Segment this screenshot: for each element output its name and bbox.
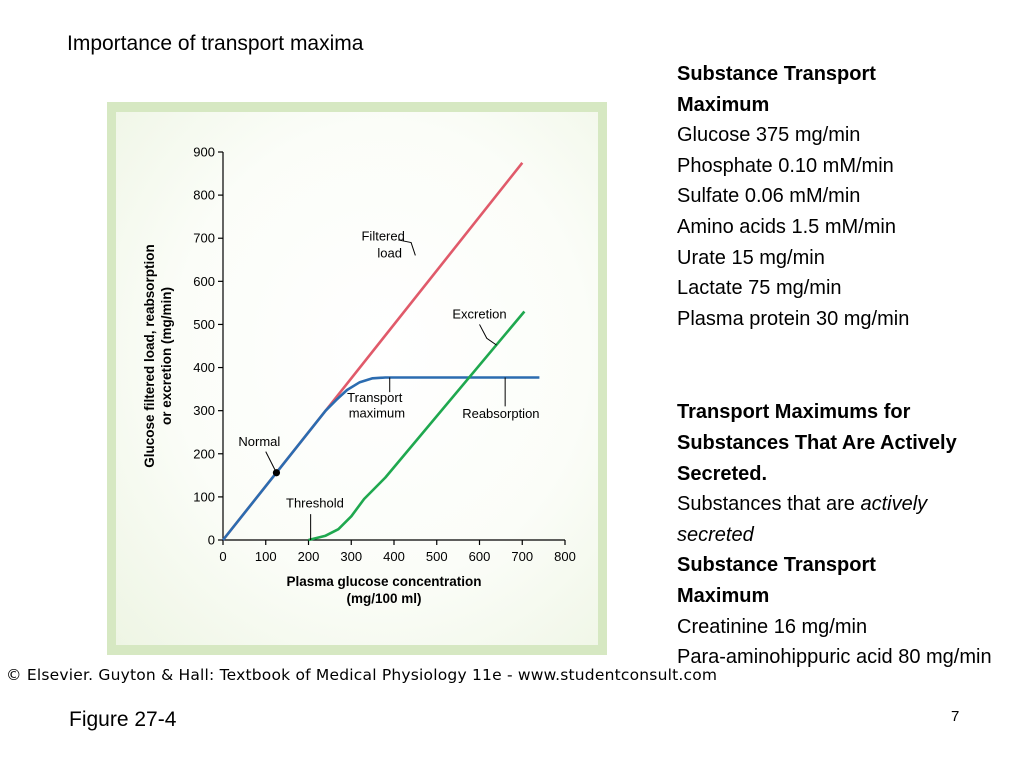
y-tick-label-700: 700 (193, 231, 215, 246)
x-axis-title-line-2: (mg/100 ml) (346, 591, 421, 606)
secreted-substances-list: Creatinine 16 mg/min Para-aminohippuric a… (677, 612, 997, 673)
normal-point-marker (272, 469, 281, 477)
x-tick-label-100: 100 (255, 549, 277, 564)
y-tick-label-400: 400 (193, 360, 215, 375)
figure-label: Figure 27-4 (69, 708, 177, 731)
y-tick-label-300: 300 (193, 403, 215, 418)
y-axis-title: Glucose filtered load, reabsorption or ex… (142, 244, 174, 468)
slide-title: Importance of transport maxima (67, 32, 364, 55)
y-axis-title-line-1: Glucose filtered load, reabsorption (142, 244, 157, 468)
label-excretion: Excretion (452, 306, 506, 321)
chart-frame: 0 100 200 300 400 500 600 700 800 900 0 100 200 300 40… (107, 102, 607, 655)
x-tick-label-200: 200 (298, 549, 320, 564)
label-transport-maximum-line-1: Transport (347, 390, 403, 405)
transport-max-item-0: Glucose 375 mg/min (677, 124, 861, 147)
leader-filtered-load (398, 239, 416, 256)
x-tick-label-600: 600 (469, 549, 491, 564)
secreted-description: Substances that are actively secreted (677, 489, 1007, 550)
label-transport-maximum-line-2: maximum (349, 406, 405, 421)
y-tick-label-200: 200 (193, 446, 215, 461)
label-filtered-load-line-1: Filtered (361, 228, 404, 243)
leader-normal (265, 451, 277, 473)
x-tick-label-800: 800 (554, 549, 576, 564)
transport-max-item-5: Lactate 75 mg/min (677, 277, 842, 300)
y-tick-label-900: 900 (193, 145, 215, 160)
heading-substance-transport-maximum-2: Substance Transport Maximum (677, 554, 876, 607)
transport-max-item-1: Phosphate 0.10 mM/min (677, 154, 894, 177)
y-tick-label-600: 600 (193, 274, 215, 289)
y-tick-label-800: 800 (193, 188, 215, 203)
transport-max-item-4: Urate 15 mg/min (677, 246, 825, 269)
label-reabsorption: Reabsorption (462, 406, 539, 421)
y-tick-label-0: 0 (208, 533, 215, 548)
secreted-italic: actively secreted (677, 493, 928, 546)
transport-maximum-panel: Substance Transport Maximum Glucose 375 … (677, 59, 1007, 673)
x-tick-label-0: 0 (219, 549, 226, 564)
heading-actively-secreted: Transport Maximums for Substances That A… (677, 401, 957, 485)
x-tick-label-500: 500 (426, 549, 448, 564)
x-tick-label-700: 700 (511, 549, 533, 564)
x-tick-label-300: 300 (340, 549, 362, 564)
transport-max-item-6: Plasma protein 30 mg/min (677, 307, 910, 330)
page-number: 7 (951, 708, 960, 725)
y-axis-title-line-2: or excretion (mg/min) (159, 287, 174, 425)
transport-max-item-2: Sulfate 0.06 mM/min (677, 185, 861, 208)
secreted-max-item-1: Para-aminohippuric acid 80 mg/min (677, 646, 992, 669)
secreted-prefix: Substances that are (677, 493, 861, 516)
heading-substance-transport-maximum: Substance Transport Maximum (677, 63, 876, 116)
copyright-notice: © Elsevier. Guyton & Hall: Textbook of M… (6, 666, 718, 684)
leader-excretion (479, 324, 497, 346)
y-tick-label-100: 100 (193, 489, 215, 504)
glucose-transport-chart: 0 100 200 300 400 500 600 700 800 900 0 100 200 300 40… (142, 145, 576, 607)
x-axis-title-line-1: Plasma glucose concentration (286, 574, 481, 589)
label-filtered-load-line-2: load (377, 246, 402, 261)
reabsorbed-substances-list: Glucose 375 mg/min Phosphate 0.10 mM/min S… (677, 120, 1007, 334)
secreted-max-item-0: Creatinine 16 mg/min (677, 615, 868, 638)
x-tick-label-400: 400 (383, 549, 405, 564)
label-threshold: Threshold (286, 496, 344, 511)
series-line-reabsorption (221, 376, 540, 541)
transport-max-item-3: Amino acids 1.5 mM/min (677, 215, 896, 238)
label-normal: Normal (238, 434, 280, 449)
series-line-excretion (308, 310, 526, 542)
y-tick-label-500: 500 (193, 317, 215, 332)
